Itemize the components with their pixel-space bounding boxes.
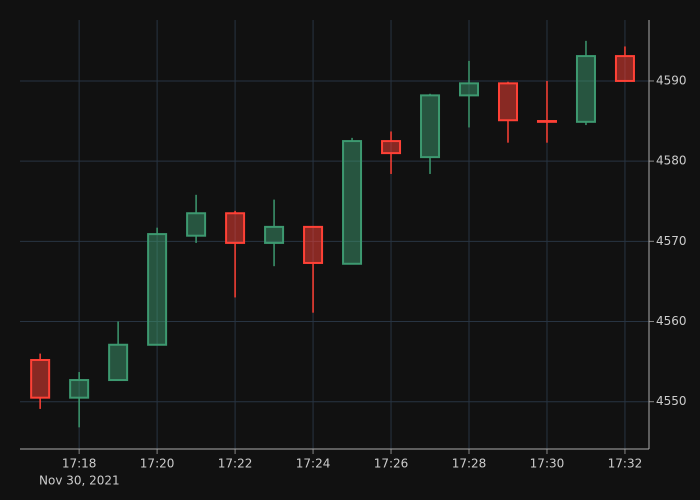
candle-body — [575, 55, 596, 123]
candle-body — [497, 82, 518, 122]
candle-body — [536, 120, 557, 123]
x-tick-label: 17:18 — [62, 457, 97, 471]
y-tick-label: 4550 — [656, 394, 687, 408]
y-tick-label: 4580 — [656, 154, 687, 168]
candle-body — [614, 55, 635, 82]
x-tick-label: 17:26 — [374, 457, 409, 471]
y-tick-label: 4590 — [656, 73, 687, 87]
candle-body — [108, 343, 129, 382]
candle-body — [459, 82, 480, 97]
x-tick-label: 17:28 — [452, 457, 487, 471]
candle-body — [225, 212, 246, 244]
candle-body — [303, 225, 324, 264]
candle-body — [342, 140, 363, 265]
x-tick-label: 17:22 — [218, 457, 253, 471]
candle-body — [147, 233, 168, 346]
candle-body — [381, 140, 402, 155]
x-tick-label: 17:30 — [530, 457, 565, 471]
x-tick-label: 17:24 — [296, 457, 331, 471]
candle-body — [186, 212, 207, 237]
x-tick-label: 17:32 — [608, 457, 643, 471]
candle-body — [69, 379, 90, 399]
y-tick-label: 4560 — [656, 314, 687, 328]
candle-body — [264, 225, 285, 244]
x-date-label: Nov 30, 2021 — [39, 474, 120, 488]
x-tick-label: 17:20 — [140, 457, 175, 471]
candle-body — [30, 358, 51, 399]
candle-body — [420, 94, 441, 159]
y-tick-label: 4570 — [656, 234, 687, 248]
